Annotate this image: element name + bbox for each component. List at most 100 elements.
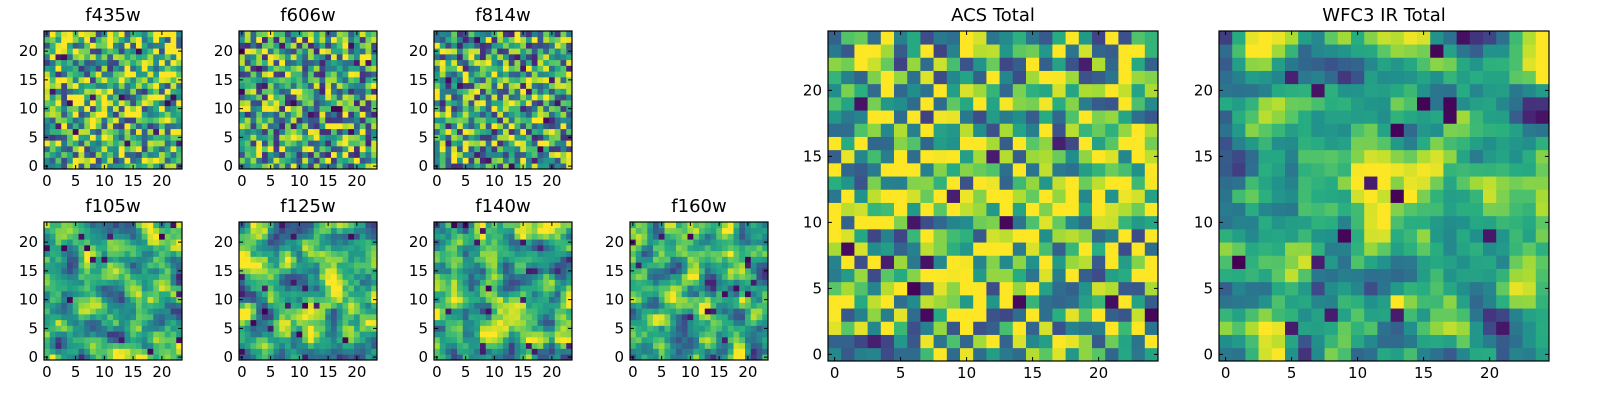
heatmap-cell bbox=[290, 227, 297, 234]
heatmap-cell bbox=[101, 71, 108, 78]
heatmap-cell bbox=[159, 227, 166, 234]
heatmap-cell bbox=[1118, 57, 1132, 71]
y-tick-label: 5 bbox=[614, 319, 624, 337]
heatmap-cell bbox=[267, 256, 274, 263]
heatmap-cell bbox=[1456, 334, 1471, 349]
heatmap-cell bbox=[543, 100, 550, 107]
heatmap-cell bbox=[630, 308, 637, 315]
heatmap-cell bbox=[670, 319, 677, 326]
heatmap-cell bbox=[894, 242, 908, 256]
heatmap-cell bbox=[279, 222, 286, 229]
heatmap-cell bbox=[336, 105, 343, 112]
heatmap-cell bbox=[745, 348, 752, 355]
heatmap-cell bbox=[159, 117, 166, 124]
heatmap-cell bbox=[55, 273, 62, 280]
heatmap-cell bbox=[147, 31, 154, 38]
heatmap-cell bbox=[670, 285, 677, 292]
heatmap-cell bbox=[514, 239, 521, 246]
heatmap-cell bbox=[710, 314, 717, 321]
heatmap-cell bbox=[439, 128, 446, 135]
heatmap-cell bbox=[710, 342, 717, 349]
heatmap-cell bbox=[630, 331, 637, 338]
heatmap-cell bbox=[727, 233, 734, 240]
heatmap-cell bbox=[1131, 189, 1146, 203]
heatmap-cell bbox=[164, 54, 171, 61]
heatmap-cell bbox=[503, 308, 510, 315]
heatmap-cell bbox=[290, 245, 297, 252]
x-tick-label: 5 bbox=[657, 363, 667, 381]
heatmap-cell bbox=[296, 245, 303, 252]
heatmap-cell bbox=[986, 44, 1000, 58]
heatmap-cell bbox=[170, 94, 177, 101]
heatmap-cell bbox=[462, 239, 469, 246]
heatmap-cell bbox=[244, 314, 251, 321]
heatmap-cell bbox=[290, 54, 297, 61]
heatmap-cell bbox=[1092, 149, 1106, 164]
heatmap-cell bbox=[164, 291, 171, 298]
heatmap-cell bbox=[693, 262, 700, 269]
heatmap-cell bbox=[273, 296, 280, 303]
heatmap-cell bbox=[308, 123, 315, 130]
heatmap-cell bbox=[468, 308, 475, 315]
heatmap-cell bbox=[1039, 136, 1053, 151]
heatmap-cell bbox=[130, 82, 137, 89]
heatmap-cell bbox=[256, 273, 263, 280]
heatmap-cell bbox=[693, 314, 700, 321]
heatmap-cell bbox=[176, 319, 183, 326]
heatmap-cell bbox=[101, 100, 108, 107]
heatmap-cell bbox=[710, 291, 717, 298]
heatmap-cell bbox=[118, 291, 125, 298]
heatmap-cell bbox=[113, 157, 120, 164]
heatmap-cell bbox=[290, 331, 297, 338]
heatmap-cell bbox=[933, 268, 948, 283]
heatmap-cell bbox=[113, 134, 120, 141]
heatmap-cell bbox=[319, 77, 326, 84]
heatmap-cell bbox=[670, 314, 677, 321]
y-tick-label: 15 bbox=[214, 71, 233, 89]
heatmap-cell bbox=[279, 279, 286, 286]
heatmap-cell bbox=[480, 285, 487, 292]
heatmap-cell bbox=[371, 285, 378, 292]
heatmap-cell bbox=[560, 285, 567, 292]
heatmap-cell bbox=[445, 48, 452, 55]
heatmap-cell bbox=[641, 285, 648, 292]
heatmap-cell bbox=[999, 123, 1014, 137]
heatmap-cell bbox=[267, 308, 274, 315]
heatmap-cell bbox=[854, 321, 868, 335]
heatmap-cell bbox=[653, 314, 660, 321]
heatmap-cell bbox=[445, 245, 452, 252]
heatmap-cell bbox=[61, 262, 68, 269]
heatmap-cell bbox=[1026, 295, 1040, 309]
heatmap-cell bbox=[61, 250, 68, 257]
heatmap-cell bbox=[474, 54, 481, 61]
heatmap-cell bbox=[78, 222, 85, 229]
heatmap-cell bbox=[554, 337, 561, 344]
heatmap-cell bbox=[296, 123, 303, 130]
heatmap-cell bbox=[44, 36, 51, 43]
heatmap-cell bbox=[107, 48, 114, 55]
heatmap-cell bbox=[480, 88, 487, 95]
heatmap-cell bbox=[302, 48, 309, 55]
heatmap-cell bbox=[1144, 268, 1159, 283]
heatmap-cell bbox=[457, 59, 464, 66]
heatmap-cell bbox=[141, 42, 148, 49]
heatmap-cell bbox=[445, 111, 452, 118]
heatmap-cell bbox=[676, 302, 683, 309]
heatmap-cell bbox=[325, 285, 332, 292]
y-tick-label: 0 bbox=[223, 348, 233, 366]
heatmap-cell bbox=[130, 273, 137, 280]
heatmap-cell bbox=[933, 189, 948, 203]
heatmap-cell bbox=[670, 262, 677, 269]
heatmap-cell bbox=[537, 65, 544, 72]
heatmap-cell bbox=[693, 222, 700, 229]
heatmap-cell bbox=[451, 337, 458, 344]
heatmap-cell bbox=[933, 97, 948, 111]
heatmap-cell bbox=[468, 291, 475, 298]
heatmap-cell bbox=[256, 308, 263, 315]
heatmap-cell bbox=[537, 308, 544, 315]
heatmap-cell bbox=[543, 111, 550, 118]
heatmap-cell bbox=[359, 296, 366, 303]
heatmap-cell bbox=[153, 117, 160, 124]
heatmap-cell bbox=[653, 222, 660, 229]
heatmap-cell bbox=[267, 157, 274, 164]
